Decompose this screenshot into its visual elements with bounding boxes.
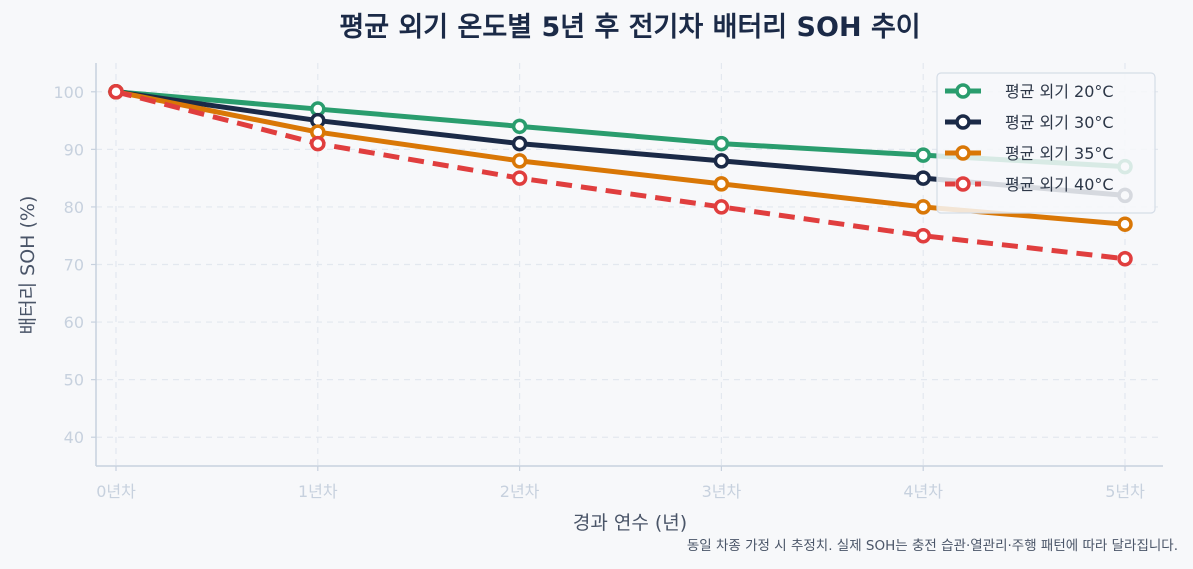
axes: 40 50 60 70 80 90 100 0년차 1년차 2년차 3년차 4년차 5년차 [53,63,1163,501]
legend-marker [955,145,971,161]
x-tick-label: 4년차 [903,482,943,501]
data-point [1117,250,1133,267]
legend-label: 평균 외기 35°C [1005,144,1114,163]
data-point [511,170,528,186]
x-tick-label: 1년차 [298,482,338,501]
data-point [915,227,931,244]
y-tick-label: 70 [64,256,84,275]
series-line [115,89,1126,262]
legend-label: 평균 외기 30°C [1005,113,1114,132]
data-point [915,170,931,186]
y-tick-label: 100 [53,83,84,102]
data-point [713,153,730,169]
x-tick-label: 5년차 [1105,482,1145,501]
y-tick-label: 40 [64,428,84,447]
data-point [713,199,730,215]
data-point [511,153,528,169]
legend-entry: 평균 외기 30°C [945,113,1114,132]
footnote: 동일 차종 가정 시 추정치. 실제 SOH는 충전 습관·열관리·주행 패턴에… [687,538,1178,554]
data-point [310,135,326,152]
data-point [511,135,528,152]
data-point [511,118,528,135]
legend-marker [955,83,971,99]
data-point [915,147,931,163]
x-axis-label: 경과 연수 (년) [573,512,687,534]
series-4 [108,84,1133,267]
y-axis-label: 배터리 SOH (%) [17,196,39,335]
data-point [915,199,931,215]
x-tick-label: 2년차 [500,482,540,501]
data-point [108,84,124,100]
data-point [1117,216,1133,232]
legend-entry: 평균 외기 40°C [945,175,1114,194]
legend-box [936,72,1156,214]
legend-entry: 평균 외기 20°C [945,82,1114,101]
data-point [713,176,730,192]
y-tick-label: 60 [64,313,84,332]
y-tick-label: 50 [64,371,84,390]
data-point [713,135,730,152]
x-tick-label: 0년차 [96,482,136,501]
y-tick-label: 90 [64,140,84,159]
x-tick-label: 3년차 [702,482,742,501]
y-tick-label: 80 [64,198,84,217]
chart-title: 평균 외기 온도별 5년 후 전기차 배터리 SOH 추이 [339,12,920,43]
legend: 평균 외기 20°C 평균 외기 30°C 평균 외기 35°C 평균 외기 40°C [936,72,1156,214]
legend-label: 평균 외기 20°C [1005,82,1114,101]
legend-label: 평균 외기 40°C [1005,175,1114,194]
legend-marker [955,114,971,130]
legend-marker [955,176,971,192]
legend-entry: 평균 외기 35°C [945,144,1114,163]
